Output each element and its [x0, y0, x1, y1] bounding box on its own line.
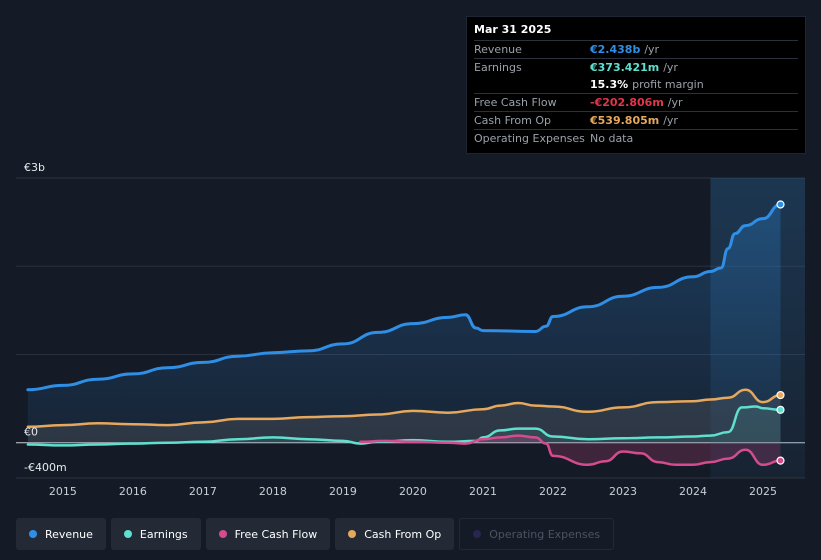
data-tooltip: Mar 31 2025 Revenue €2.438b /yr Earnings… — [466, 16, 806, 154]
tooltip-row-cfo: Cash From Op €539.805m /yr — [474, 111, 798, 129]
legend: Revenue Earnings Free Cash Flow Cash Fro… — [16, 518, 615, 550]
x-tick-label: 2024 — [679, 485, 707, 498]
tooltip-label: Operating Expenses — [474, 132, 585, 145]
fcf-dot-icon — [218, 530, 227, 538]
tooltip-row-fcf: Free Cash Flow -€202.806m /yr — [474, 93, 798, 111]
x-tick-label: 2021 — [469, 485, 497, 498]
tooltip-row-revenue: Revenue €2.438b /yr — [474, 40, 798, 58]
tooltip-value: €2.438b — [590, 43, 641, 56]
revenue-area — [27, 204, 781, 443]
legend-item-opex[interactable]: Operating Expenses — [459, 518, 615, 550]
tooltip-row-margin: 15.3% profit margin — [474, 76, 798, 93]
legend-label: Free Cash Flow — [234, 527, 318, 541]
x-tick-label: 2015 — [49, 485, 77, 498]
fcf-line — [359, 434, 782, 467]
x-tick-label: 2025 — [749, 485, 777, 498]
series-lines — [26, 203, 782, 467]
tooltip-unit: profit margin — [632, 78, 704, 91]
revenue-end-marker — [776, 200, 785, 209]
legend-label: Operating Expenses — [489, 527, 601, 541]
x-tick-label: 2023 — [609, 485, 637, 498]
tooltip-unit: /yr — [663, 61, 678, 74]
earnings-dot-icon — [123, 530, 132, 538]
earnings-area — [27, 406, 781, 446]
opex-dot-icon — [473, 530, 482, 538]
tooltip-label: Earnings — [474, 61, 522, 74]
y-tick-label: €3b — [24, 161, 45, 174]
legend-label: Cash From Op — [364, 527, 442, 541]
y-axis-labels: €3b €0 -€400m — [24, 161, 67, 474]
tooltip-value: €539.805m — [590, 114, 660, 127]
x-tick-label: 2020 — [399, 485, 427, 498]
legend-label: Revenue — [45, 527, 93, 541]
tooltip-row-opex: Operating Expenses No data — [474, 129, 798, 147]
revenue-dot-icon — [29, 530, 37, 538]
tooltip-row-earnings: Earnings €373.421m /yr — [474, 58, 798, 76]
x-axis-labels: 2015 2016 2017 2018 2019 2020 2021 2022 2023 2024… — [49, 485, 777, 498]
legend-item-cfo[interactable]: Cash From Op — [335, 518, 455, 550]
tooltip-value: €373.421m — [590, 61, 660, 74]
legend-item-earnings[interactable]: Earnings — [110, 518, 201, 550]
chart-area: €3b €0 -€400m 2015 2016 2017 2018 2019 2020 2021… — [16, 161, 805, 498]
tooltip-unit: /yr — [667, 96, 683, 109]
tooltip-date: Mar 31 2025 — [474, 23, 552, 36]
tooltip-value: -€202.806m — [590, 96, 664, 109]
tooltip-unit: /yr — [663, 114, 678, 127]
cfo-dot-icon — [348, 530, 357, 538]
legend-label: Earnings — [139, 527, 188, 541]
legend-item-fcf[interactable]: Free Cash Flow — [205, 518, 331, 550]
series-end-markers — [776, 200, 785, 465]
x-tick-label: 2019 — [329, 485, 357, 498]
y-tick-label: €0 — [24, 426, 38, 439]
cfo-area — [27, 389, 781, 443]
x-tick-label: 2016 — [119, 485, 147, 498]
x-tick-label: 2022 — [539, 485, 567, 498]
revenue-line — [26, 203, 782, 392]
cfo-line — [26, 388, 782, 429]
series-areas — [27, 204, 781, 465]
earnings-end-marker — [776, 405, 785, 414]
tooltip-label: Free Cash Flow — [474, 96, 557, 109]
tooltip-value: No data — [590, 132, 634, 145]
tooltip-unit: /yr — [644, 43, 660, 56]
y-tick-label: -€400m — [24, 461, 67, 474]
x-tick-label: 2017 — [189, 485, 217, 498]
tooltip-label: Cash From Op — [474, 114, 552, 127]
cfo-end-marker — [776, 390, 785, 400]
legend-item-revenue[interactable]: Revenue — [16, 518, 106, 550]
tooltip-value: 15.3% — [590, 78, 629, 91]
tooltip-label: Revenue — [474, 43, 522, 56]
x-tick-label: 2018 — [259, 485, 287, 498]
fcf-end-marker — [776, 456, 785, 465]
